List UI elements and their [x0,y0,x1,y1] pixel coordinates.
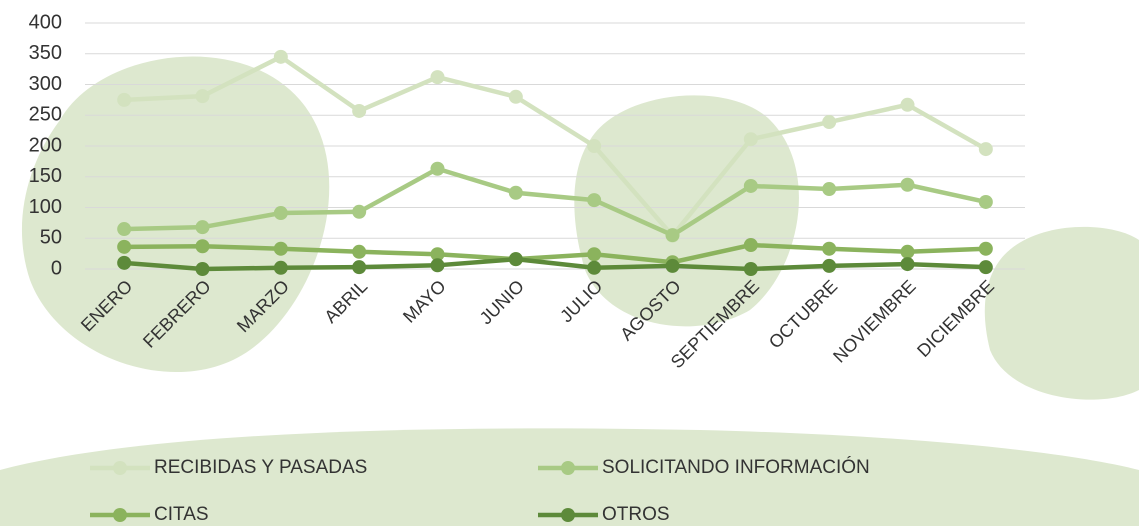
data-point [587,193,601,207]
legend-marker [561,461,575,475]
data-point [666,259,680,273]
data-point [117,222,131,236]
data-point [979,242,993,256]
data-point [431,162,445,176]
chart: 050100150200250300350400ENEROFEBREROMARZ… [0,0,1139,526]
data-point [352,205,366,219]
data-point [431,70,445,84]
y-tick-label: 300 [29,73,62,95]
data-point [979,195,993,209]
y-tick-label: 100 [29,196,62,218]
data-point [744,238,758,252]
data-point [822,259,836,273]
data-point [822,182,836,196]
data-point [352,260,366,274]
legend-marker [561,508,575,522]
x-tick-label: ABRIL [320,276,371,327]
data-point [117,256,131,270]
data-point [117,240,131,254]
data-point [352,245,366,259]
legend-label: OTROS [602,504,670,525]
data-point [901,257,915,271]
data-point [274,206,288,220]
x-tick-label: OCTUBRE [765,276,841,352]
data-point [117,93,131,107]
data-point [587,247,601,261]
data-point [822,115,836,129]
y-tick-label: 350 [29,42,62,64]
data-point [274,242,288,256]
data-point [196,262,210,276]
data-point [744,132,758,146]
x-tick-label: JULIO [556,276,606,326]
data-point [274,261,288,275]
y-tick-label: 400 [29,11,62,33]
legend-label: RECIBIDAS Y PASADAS [154,457,367,478]
data-point [901,98,915,112]
data-point [431,258,445,272]
data-point [744,262,758,276]
y-tick-label: 250 [29,104,62,126]
data-point [901,245,915,259]
legend-marker [113,508,127,522]
y-tick-label: 0 [51,257,62,279]
data-point [822,242,836,256]
y-tick-label: 150 [29,165,62,187]
data-point [666,228,680,242]
data-point [196,89,210,103]
data-point [901,178,915,192]
data-point [196,220,210,234]
data-point [509,186,523,200]
data-point [352,104,366,118]
data-point [196,239,210,253]
legend-label: CITAS [154,504,209,525]
x-tick-label: NOVIEMBRE [829,276,920,367]
legend-marker [113,461,127,475]
data-point [509,90,523,104]
data-point [274,50,288,64]
data-point [587,139,601,153]
data-point [979,142,993,156]
data-point [979,260,993,274]
data-point [744,179,758,193]
data-point [509,252,523,266]
legend-label: SOLICITANDO INFORMACIÓN [602,456,870,478]
y-tick-label: 50 [40,227,62,249]
x-tick-label: MAYO [399,276,450,327]
y-tick-label: 200 [29,134,62,156]
data-point [587,261,601,275]
x-tick-label: JUNIO [476,276,528,328]
